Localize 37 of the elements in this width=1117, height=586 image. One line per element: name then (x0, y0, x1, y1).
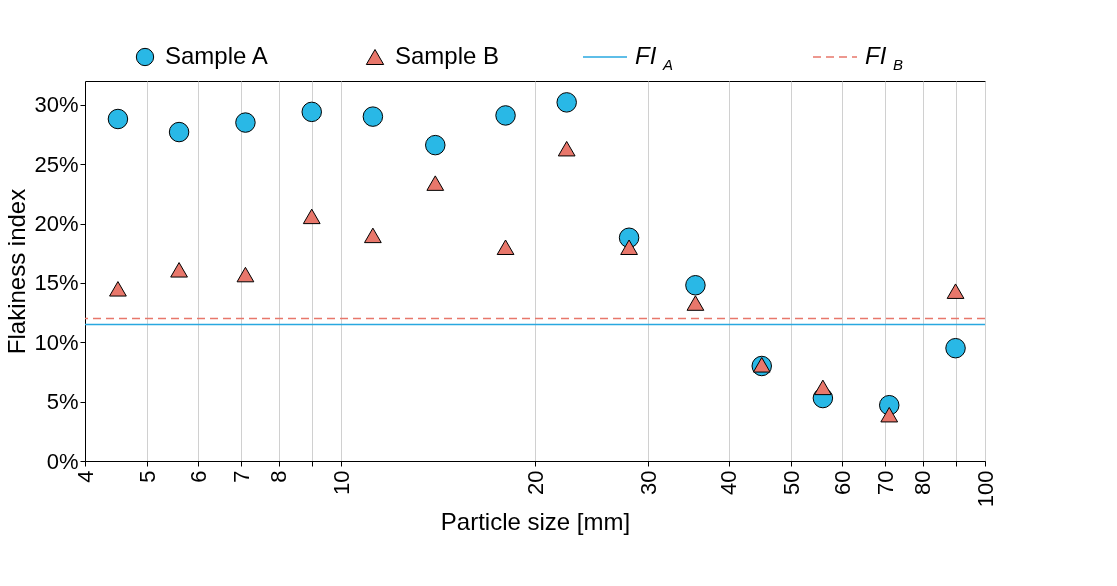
y-tick-label: 20% (34, 211, 79, 236)
y-tick-label: 25% (34, 151, 79, 177)
point (168, 121, 190, 143)
point (236, 266, 255, 283)
x-tick-label: 70 (872, 470, 898, 495)
x-tick-label: 50 (778, 470, 804, 495)
point (362, 106, 384, 127)
point (364, 227, 382, 244)
x-tick-label: 80 (910, 470, 936, 495)
point (686, 295, 705, 311)
legend-label: Sample A (165, 42, 268, 69)
point (557, 140, 576, 157)
x-tick-label: 7 (228, 470, 254, 483)
y-axis-title: Flakiness index (3, 188, 31, 355)
y-tick-label: 5% (46, 389, 79, 415)
x-tick-label: 20 (522, 470, 548, 495)
point (235, 112, 256, 133)
y-tick-label: 30% (34, 92, 79, 118)
x-tick-label: 6 (185, 470, 211, 483)
x-tick-label: 40 (716, 470, 742, 495)
legend-label: Sample B (395, 42, 500, 69)
x-tick-label: 60 (829, 470, 855, 495)
x-tick-label: 10 (328, 470, 354, 495)
x-tick-label: 5 (134, 470, 160, 483)
point (556, 92, 577, 113)
point (685, 275, 706, 296)
x-tick-label: 100 (972, 470, 998, 508)
point (109, 281, 127, 297)
point (107, 108, 129, 130)
x-tick-label: 30 (635, 470, 661, 495)
point (170, 262, 188, 278)
point (880, 406, 899, 423)
x-axis-title: Particle size [mm] (440, 508, 631, 536)
y-tick-label: 15% (34, 270, 79, 296)
point (814, 379, 832, 396)
y-tick-label: 10% (34, 329, 79, 355)
x-tick-label: 8 (266, 470, 292, 483)
